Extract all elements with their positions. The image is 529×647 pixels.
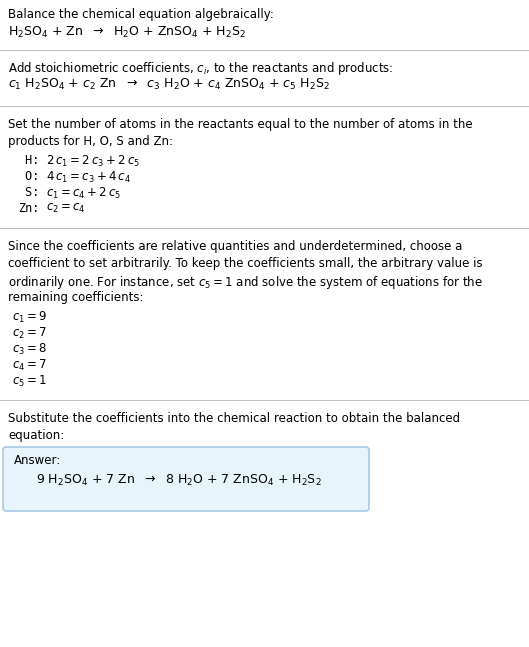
Text: Add stoichiometric coefficients, $c_i$, to the reactants and products:: Add stoichiometric coefficients, $c_i$, … [8,60,394,77]
Text: remaining coefficients:: remaining coefficients: [8,291,143,304]
Text: O:: O: [18,170,39,183]
Text: $2\,c_1 = 2\,c_3 + 2\,c_5$: $2\,c_1 = 2\,c_3 + 2\,c_5$ [46,154,140,169]
Text: 9 H$_2$SO$_4$ + 7 Zn  $\rightarrow$  8 H$_2$O + 7 ZnSO$_4$ + H$_2$S$_2$: 9 H$_2$SO$_4$ + 7 Zn $\rightarrow$ 8 H$_… [36,473,322,488]
Text: $c_1 = 9$: $c_1 = 9$ [12,310,47,325]
Text: $c_4 = 7$: $c_4 = 7$ [12,358,47,373]
FancyBboxPatch shape [3,447,369,511]
Text: coefficient to set arbitrarily. To keep the coefficients small, the arbitrary va: coefficient to set arbitrarily. To keep … [8,257,482,270]
Text: ordinarily one. For instance, set $c_5 = 1$ and solve the system of equations fo: ordinarily one. For instance, set $c_5 =… [8,274,483,291]
Text: $c_1$ H$_2$SO$_4$ + $c_2$ Zn  $\rightarrow$  $c_3$ H$_2$O + $c_4$ ZnSO$_4$ + $c_: $c_1$ H$_2$SO$_4$ + $c_2$ Zn $\rightarro… [8,77,330,92]
Text: Answer:: Answer: [14,454,61,467]
Text: Zn:: Zn: [18,202,39,215]
Text: Substitute the coefficients into the chemical reaction to obtain the balanced: Substitute the coefficients into the che… [8,412,460,425]
Text: products for H, O, S and Zn:: products for H, O, S and Zn: [8,135,173,148]
Text: Balance the chemical equation algebraically:: Balance the chemical equation algebraica… [8,8,274,21]
Text: $c_1 = c_4 + 2\,c_5$: $c_1 = c_4 + 2\,c_5$ [46,186,121,201]
Text: $c_3 = 8$: $c_3 = 8$ [12,342,47,357]
Text: $c_5 = 1$: $c_5 = 1$ [12,374,47,389]
Text: Set the number of atoms in the reactants equal to the number of atoms in the: Set the number of atoms in the reactants… [8,118,472,131]
Text: H:: H: [18,154,39,167]
Text: $4\,c_1 = c_3 + 4\,c_4$: $4\,c_1 = c_3 + 4\,c_4$ [46,170,131,185]
Text: S:: S: [18,186,39,199]
Text: Since the coefficients are relative quantities and underdetermined, choose a: Since the coefficients are relative quan… [8,240,462,253]
Text: $c_2 = 7$: $c_2 = 7$ [12,326,47,341]
Text: $c_2 = c_4$: $c_2 = c_4$ [46,202,86,215]
Text: equation:: equation: [8,429,64,442]
Text: H$_2$SO$_4$ + Zn  $\rightarrow$  H$_2$O + ZnSO$_4$ + H$_2$S$_2$: H$_2$SO$_4$ + Zn $\rightarrow$ H$_2$O + … [8,25,246,40]
